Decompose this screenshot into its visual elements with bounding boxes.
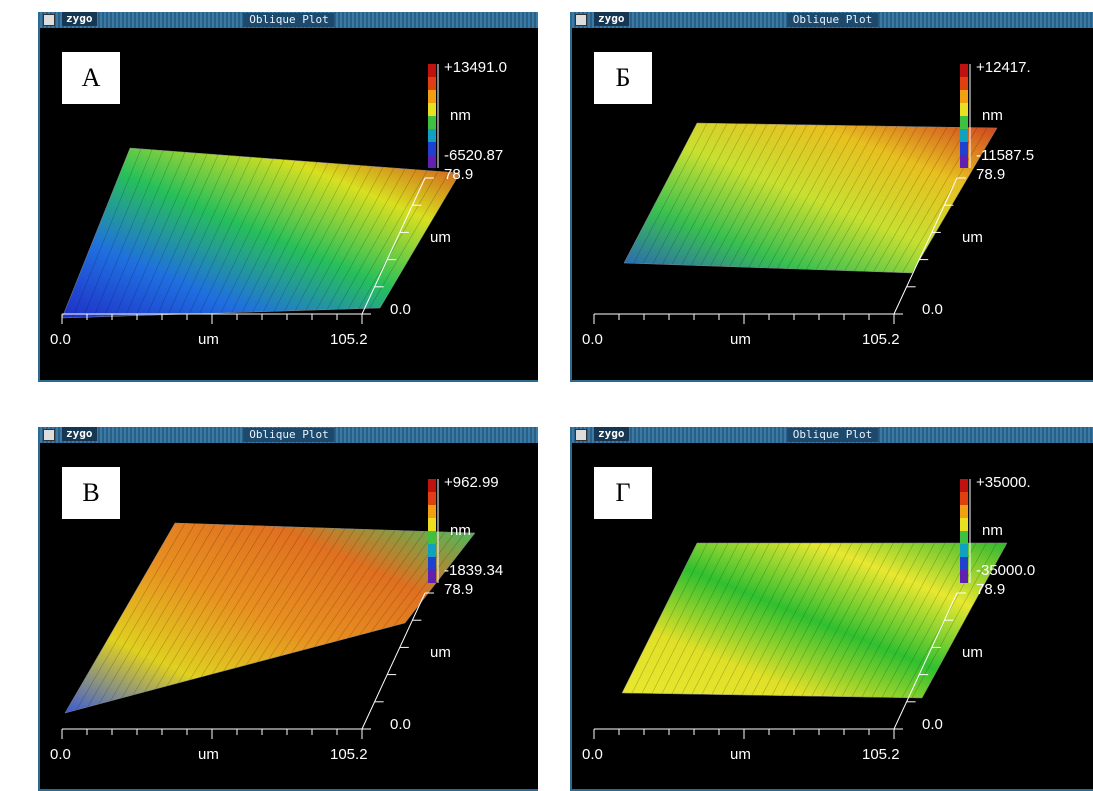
logo: zygo [594,427,629,441]
scale-extent: 78.9 [444,166,473,183]
y-axis-unit: um [962,644,983,661]
color-bar-segment [960,557,968,570]
x-axis-start: 0.0 [50,331,71,348]
plot-window: zygo Oblique Plot +35000. nm -35000.0 78.9 0.0… [570,427,1093,791]
close-button[interactable] [43,429,55,441]
logo: zygo [594,12,629,26]
color-bar-segment [960,492,968,505]
scale-unit: nm [450,522,471,539]
y-axis-unit: um [962,229,983,246]
y-axis-start: 0.0 [390,301,411,318]
x-axis-unit: um [730,746,751,763]
plot-window: zygo Oblique Plot +12417. nm -11587.5 78.9 0.0… [570,12,1093,382]
color-bar-segment [960,116,968,129]
scale-unit: nm [982,107,1003,124]
y-axis-start: 0.0 [390,716,411,733]
window-title: Oblique Plot [787,13,878,27]
x-axis-start: 0.0 [50,746,71,763]
panel-letter: Б [594,52,652,104]
color-bar-segment [428,155,436,168]
color-bar-segment [960,531,968,544]
color-bar-segment [428,518,436,531]
x-axis-end: 105.2 [330,746,368,763]
color-bar-segment [428,557,436,570]
scale-extent: 78.9 [444,581,473,598]
color-bar-segment [960,129,968,142]
color-bar-segment [428,77,436,90]
color-bar-segment [428,492,436,505]
color-bar-segment [428,116,436,129]
color-bar-segment [960,77,968,90]
y-axis-unit: um [430,644,451,661]
color-bar-segment [960,64,968,77]
y-axis-start: 0.0 [922,716,943,733]
x-axis-end: 105.2 [862,331,900,348]
logo: zygo [62,427,97,441]
scale-min: -1839.34 [444,562,503,579]
screenshot: zygo Oblique Plot +13491.0 nm -6520.87 78.9 0.… [0,0,1093,791]
window-title: Oblique Plot [787,428,878,442]
color-bar-segment [428,544,436,557]
scale-min: -11587.5 [976,147,1034,164]
window-title: Oblique Plot [243,13,334,27]
color-bar-segment [428,479,436,492]
plot-window: zygo Oblique Plot +962.99 nm -1839.34 78.9 0.0… [38,427,538,791]
window-title: Oblique Plot [243,428,334,442]
close-button[interactable] [575,14,587,26]
x-axis-unit: um [730,331,751,348]
color-bar-segment [428,129,436,142]
panel-letter: В [62,467,120,519]
surface [624,123,997,273]
color-bar-segment [960,544,968,557]
color-bar-segment [960,518,968,531]
scale-min: -35000.0 [976,562,1035,579]
color-bar-segment [428,142,436,155]
color-bar-segment [428,505,436,518]
scale-unit: nm [450,107,471,124]
title-bar: zygo Oblique Plot [572,12,1093,28]
color-bar-segment [960,479,968,492]
scale-max: +35000. [976,474,1031,491]
color-bar-segment [428,90,436,103]
scale-extent: 78.9 [976,581,1005,598]
close-button[interactable] [43,14,55,26]
color-bar-segment [960,570,968,583]
color-bar-segment [428,103,436,116]
y-axis-start: 0.0 [922,301,943,318]
panel-letter: Г [594,467,652,519]
color-bar-segment [960,90,968,103]
scale-unit: nm [982,522,1003,539]
scale-min: -6520.87 [444,147,503,164]
x-axis-end: 105.2 [862,746,900,763]
scale-max: +12417. [976,59,1031,76]
panel-letter: А [62,52,120,104]
x-axis-start: 0.0 [582,331,603,348]
color-bar-segment [960,103,968,116]
surface [62,148,460,318]
title-bar: zygo Oblique Plot [572,427,1093,443]
logo: zygo [62,12,97,26]
y-axis-unit: um [430,229,451,246]
plot-window: zygo Oblique Plot +13491.0 nm -6520.87 78.9 0.… [38,12,538,382]
color-bar-segment [428,570,436,583]
title-bar: zygo Oblique Plot [40,12,538,28]
scale-max: +13491.0 [444,59,507,76]
color-bar-segment [960,155,968,168]
x-axis-start: 0.0 [582,746,603,763]
color-bar-segment [428,531,436,544]
title-bar: zygo Oblique Plot [40,427,538,443]
color-bar-segment [960,505,968,518]
x-axis-unit: um [198,331,219,348]
scale-extent: 78.9 [976,166,1005,183]
close-button[interactable] [575,429,587,441]
x-axis-end: 105.2 [330,331,368,348]
color-bar-segment [428,64,436,77]
x-axis-unit: um [198,746,219,763]
scale-max: +962.99 [444,474,499,491]
color-bar-segment [960,142,968,155]
